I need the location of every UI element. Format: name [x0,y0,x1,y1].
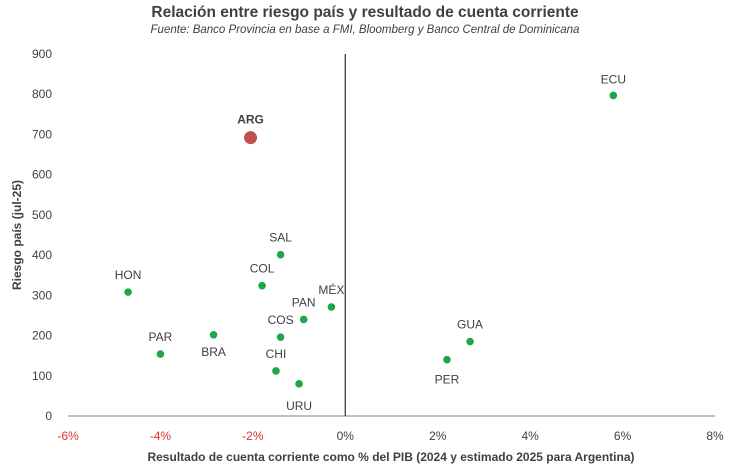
y-axis-title: Riesgo país (jul-25) [10,180,24,290]
y-tick-label: 400 [32,248,52,262]
data-point-label: ECU [601,72,626,86]
x-tick-label: -4% [150,429,172,443]
data-point-label: HON [115,268,142,282]
data-point-label: COL [250,262,275,276]
x-axis-title: Resultado de cuenta corriente como % del… [147,450,634,464]
y-tick-label: 300 [32,288,52,302]
data-point-label: PER [435,373,460,387]
data-point [156,350,165,358]
y-tick-label: 500 [32,208,52,222]
data-point-label: BRA [201,345,226,359]
y-tick-label: 600 [32,168,52,182]
y-tick-label: 900 [32,47,52,61]
x-tick-label: 8% [706,429,724,443]
chart-subtitle: Fuente: Banco Provincia en base a FMI, B… [150,24,580,36]
x-axis-ticks: -6% -4% -2% 0% 2% 4% 6% 8% [57,429,724,443]
data-points [124,91,618,388]
data-point [209,330,218,339]
x-tick-label: 4% [521,429,539,443]
data-point-label: GUA [457,318,483,332]
data-point [258,281,266,290]
chart-title: Relación entre riesgo país y resultado d… [151,4,579,21]
data-point [272,367,280,375]
x-tick-label: 0% [337,429,355,443]
data-point [276,250,285,259]
x-tick-label: 6% [614,429,632,443]
data-point [124,288,132,296]
x-tick-label: -2% [242,429,264,443]
data-point-label: COS [268,313,294,327]
y-tick-label: 200 [32,329,52,343]
data-point [466,337,474,346]
y-tick-label: 800 [32,87,52,101]
data-point-label: CHI [266,347,287,361]
data-point-label: MÉX [318,282,344,297]
data-point-label: ARG [237,113,264,127]
data-point [443,355,451,364]
data-point [609,91,618,100]
data-point-label: SAL [269,231,292,245]
data-point [295,380,303,388]
y-tick-label: 0 [45,409,52,423]
y-axis-ticks: 0 100 200 300 400 500 600 700 800 900 [32,47,52,423]
y-tick-label: 100 [32,369,52,383]
data-point-label: URU [286,399,312,413]
data-point [299,315,308,324]
data-point-label: PAR [149,330,173,344]
y-tick-label: 700 [32,127,52,141]
x-tick-label: -6% [57,429,79,443]
data-point [276,333,285,341]
data-point [244,131,258,145]
x-tick-label: 2% [429,429,447,443]
data-point [327,303,336,311]
axes [68,54,715,417]
data-point-label: PAN [292,295,316,309]
